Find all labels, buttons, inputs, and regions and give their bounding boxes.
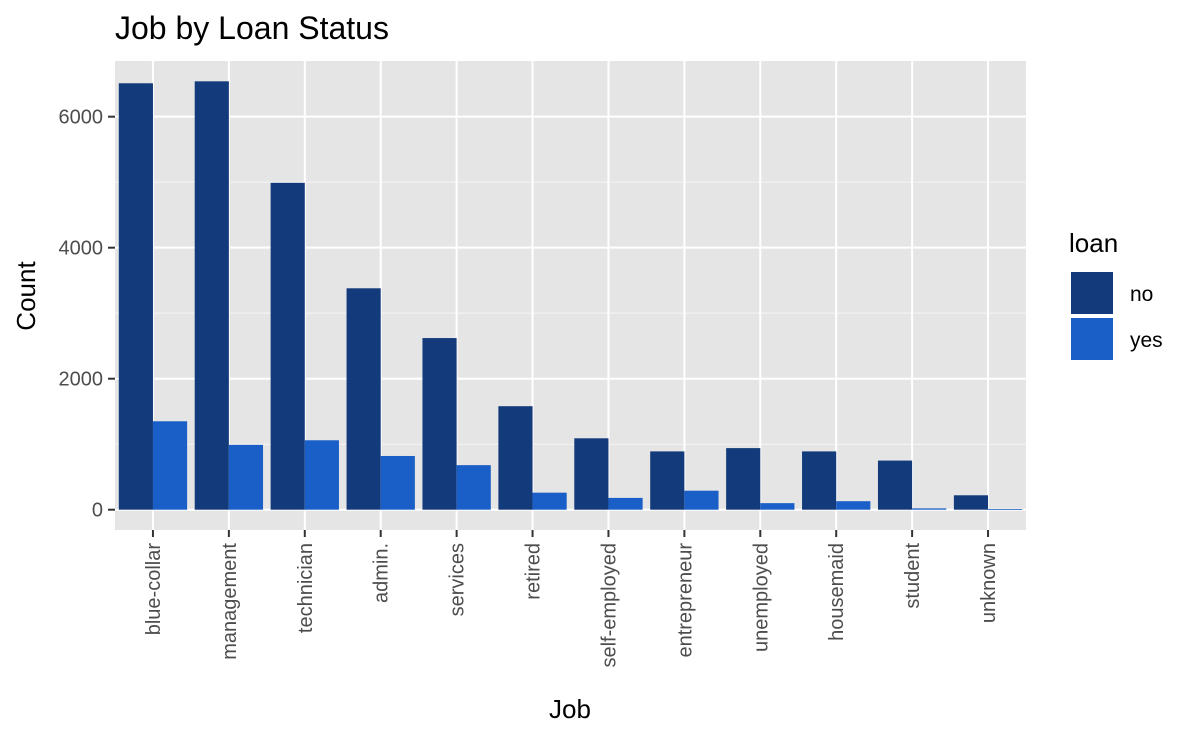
legend-key-yes [1071,318,1113,360]
bar-no-management [194,81,229,510]
bar-no-retired [498,406,533,510]
x-tick-label: self-employed [598,543,620,668]
y-tick-label: 4000 [59,238,104,260]
bar-no-unemployed [726,448,761,510]
x-axis: blue-collar management technician admin. ser… [143,530,1000,668]
x-tick-label: housemaid [826,543,848,641]
bar-no-housemaid [802,451,837,510]
x-tick-label: management [219,543,241,660]
x-tick-label: retired [523,543,545,600]
legend-key-no [1071,272,1113,314]
plot-panel [115,61,1026,530]
legend-label-no: no [1130,283,1153,306]
bar-yes-self-employed [608,497,643,510]
bar-no-technician [270,182,305,510]
x-tick-label: technician [295,543,317,633]
x-tick-label: entrepreneur [674,543,696,658]
bar-yes-admin- [380,455,415,510]
bar-yes-unknown [988,509,1023,510]
y-axis: 0 2000 4000 6000 [59,107,115,522]
x-tick-label: admin. [371,543,393,603]
x-tick-label: unknown [978,543,1000,623]
grid-minor [115,181,1026,445]
legend: loan no yes [1069,228,1163,360]
x-tick-label: student [902,543,924,609]
x-axis-title: Job [549,694,591,724]
legend-title: loan [1069,228,1118,258]
bar-yes-technician [304,440,339,510]
bar-no-blue-collar [118,83,153,510]
y-tick-label: 0 [92,500,103,522]
chart-title: Job by Loan Status [115,10,389,46]
bar-no-entrepreneur [650,451,685,510]
bar-yes-retired [532,492,567,510]
y-tick-label: 2000 [59,369,104,391]
x-tick-label: services [447,543,469,616]
bar-no-self-employed [574,438,609,510]
legend-label-yes: yes [1130,329,1163,352]
y-tick-label: 6000 [59,107,104,129]
bars [118,81,1023,510]
bar-yes-unemployed [760,503,795,510]
bar-no-student [877,460,913,510]
bar-yes-management [228,444,264,510]
bar-yes-services [456,465,491,510]
x-tick-label: blue-collar [143,543,165,636]
bar-yes-blue-collar [152,421,188,510]
bar-no-admin- [346,288,381,510]
bar-no-unknown [953,495,989,510]
bar-no-services [422,338,457,510]
bar-yes-student [912,508,947,510]
bar-yes-entrepreneur [684,490,719,510]
y-axis-title: Count [11,261,41,331]
x-tick-label: unemployed [750,543,772,652]
bar-yes-housemaid [836,501,871,510]
